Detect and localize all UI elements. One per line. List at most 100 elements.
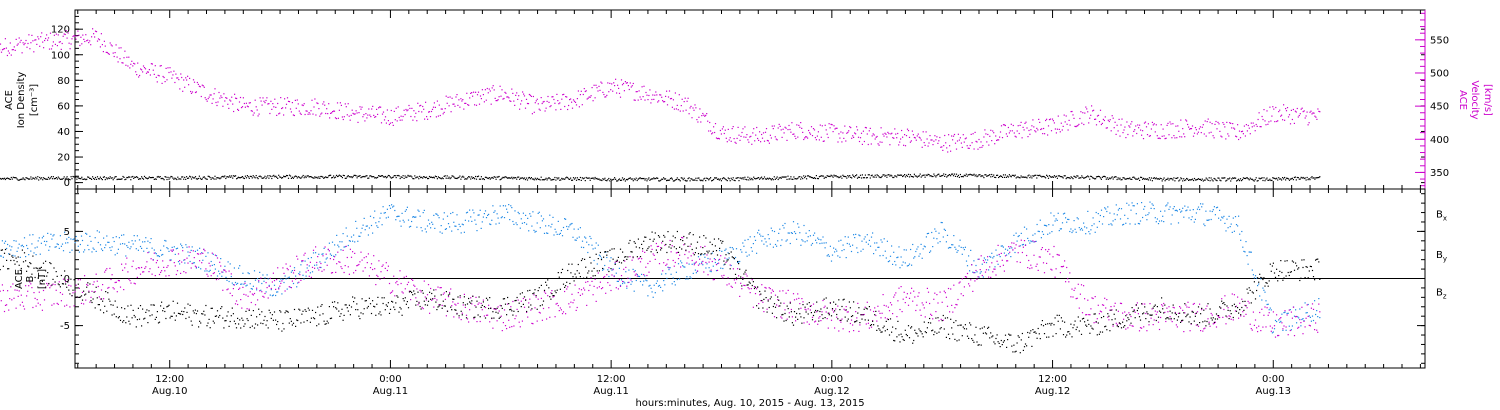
data-point: [19, 304, 21, 306]
data-point: [492, 85, 494, 87]
data-point: [482, 94, 484, 96]
data-point: [51, 45, 54, 47]
data-point: [1098, 220, 1100, 223]
data-point: [220, 95, 222, 97]
data-point: [394, 295, 396, 297]
data-point: [1234, 216, 1237, 218]
data-point: [313, 106, 315, 108]
data-point: [881, 175, 883, 178]
data-point: [1130, 178, 1132, 180]
data-point: [48, 178, 51, 180]
data-point: [145, 266, 147, 268]
data-point: [371, 176, 373, 178]
data-point: [728, 283, 730, 285]
data-point: [1120, 179, 1122, 181]
data-point: [52, 235, 54, 237]
data-point: [401, 291, 403, 293]
data-point: [568, 104, 570, 107]
data-point: [123, 289, 125, 291]
data-point: [904, 262, 906, 264]
data-point: [1124, 126, 1126, 128]
data-point: [947, 247, 950, 249]
data-point: [1142, 177, 1145, 179]
data-point: [79, 279, 81, 281]
data-point: [96, 280, 98, 282]
data-point: [1148, 177, 1150, 179]
data-point: [882, 254, 884, 257]
data-point: [106, 268, 108, 270]
data-point: [438, 217, 440, 219]
data-point: [1096, 176, 1099, 178]
data-point: [747, 176, 749, 178]
data-point: [1060, 176, 1062, 178]
data-point: [569, 224, 571, 226]
data-point: [615, 272, 617, 274]
data-point: [706, 177, 708, 179]
data-point: [1164, 180, 1166, 182]
data-point: [559, 232, 561, 234]
data-point: [52, 41, 54, 43]
data-point: [49, 287, 51, 289]
data-point: [719, 249, 721, 252]
data-point: [792, 221, 795, 223]
data-point: [1087, 210, 1089, 212]
data-point: [1203, 223, 1205, 225]
data-point: [796, 124, 798, 126]
data-point: [823, 177, 825, 179]
data-point: [986, 175, 988, 177]
data-point: [629, 177, 631, 179]
data-point: [474, 104, 476, 106]
data-point: [145, 177, 148, 179]
data-point: [26, 244, 28, 247]
data-point: [268, 177, 270, 179]
data-point: [418, 110, 420, 113]
data-point: [84, 275, 86, 277]
data-point: [523, 178, 525, 180]
data-point: [166, 178, 168, 181]
data-point: [288, 174, 291, 176]
data-point: [337, 175, 339, 177]
data-point: [707, 274, 709, 276]
data-point: [402, 292, 404, 294]
data-point: [437, 214, 439, 217]
data-point: [448, 105, 450, 107]
data-point: [234, 281, 237, 284]
data-point: [666, 277, 668, 280]
data-point: [295, 278, 297, 280]
data-point: [1264, 180, 1266, 182]
data-point: [1120, 124, 1122, 126]
data-point: [945, 173, 947, 176]
data-point: [848, 176, 850, 178]
data-point: [577, 90, 579, 92]
data-point: [200, 253, 202, 255]
data-point: [179, 260, 181, 262]
data-point: [204, 250, 206, 252]
data-point: [301, 260, 303, 262]
data-point: [865, 241, 867, 243]
data-point: [1071, 231, 1073, 234]
data-point: [73, 176, 75, 178]
data-point: [988, 269, 990, 271]
data-point: [886, 176, 888, 178]
data-point: [364, 120, 366, 122]
data-point: [1023, 226, 1026, 228]
data-point: [647, 178, 649, 180]
data-point: [1201, 126, 1203, 128]
data-point: [256, 287, 258, 289]
data-point: [299, 274, 301, 276]
data-point: [812, 234, 815, 236]
data-point: [310, 176, 312, 178]
data-point: [692, 252, 694, 254]
data-point: [94, 30, 97, 32]
data-point: [325, 258, 327, 260]
data-point: [241, 283, 243, 285]
data-point: [168, 178, 170, 180]
data-point: [742, 242, 744, 244]
data-point: [1212, 135, 1214, 137]
data-point: [465, 314, 468, 316]
data-point: [406, 176, 408, 178]
data-point: [61, 178, 63, 180]
data-point: [321, 175, 323, 178]
data-point: [1092, 177, 1094, 179]
data-point: [409, 175, 411, 177]
